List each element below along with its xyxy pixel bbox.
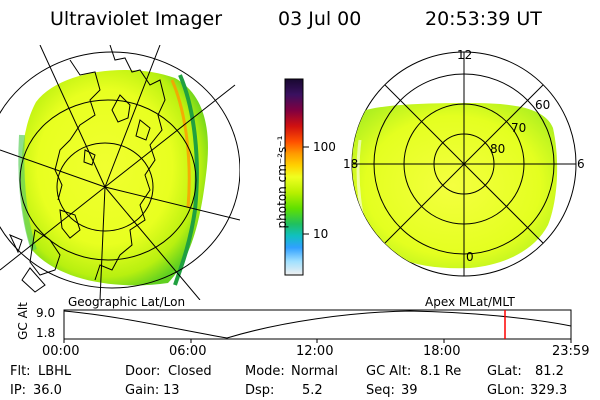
x-tick-0600: 06:00 bbox=[169, 344, 207, 359]
colorbar-gradient bbox=[284, 78, 304, 276]
dsp-label: Dsp: bbox=[245, 383, 275, 398]
dsp-value: 5.2 bbox=[302, 383, 323, 398]
altitude-curve bbox=[63, 310, 572, 339]
altitude-ymin: 1.8 bbox=[36, 326, 56, 340]
mlt-label-12: 12 bbox=[457, 48, 473, 62]
x-tick-0000: 00:00 bbox=[42, 344, 80, 359]
lat-label-60: 60 bbox=[535, 98, 551, 112]
seq-value: 39 bbox=[401, 383, 418, 398]
right-map-caption: Apex MLat/MLT bbox=[425, 295, 515, 309]
mlt-label-18: 18 bbox=[343, 157, 359, 171]
mlt-label-6: 6 bbox=[577, 157, 585, 171]
colorbar-unit-label: photon cm⁻²s⁻¹ bbox=[275, 135, 289, 229]
colorbar bbox=[284, 78, 309, 276]
mode-value: Normal bbox=[291, 364, 339, 379]
flt-label: Flt: bbox=[10, 364, 31, 379]
x-tick-1800: 18:00 bbox=[423, 344, 461, 359]
gcalt-label: GC Alt: bbox=[366, 364, 412, 379]
left-aurora-fill bbox=[20, 70, 208, 286]
glat-label: GLat: bbox=[487, 364, 522, 379]
glon-value: 329.3 bbox=[530, 383, 568, 398]
glat-value: 81.2 bbox=[535, 364, 564, 379]
x-tick-1200: 12:00 bbox=[296, 344, 334, 359]
door-label: Door: bbox=[125, 364, 161, 379]
mode-label: Mode: bbox=[245, 364, 285, 379]
gain-label: Gain: bbox=[125, 383, 160, 398]
gain-value: 13 bbox=[163, 383, 180, 398]
ip-value: 36.0 bbox=[33, 383, 62, 398]
left-geographic-map bbox=[0, 45, 240, 300]
right-magnetic-map bbox=[351, 51, 577, 277]
altitude-ylabel: GC Alt bbox=[16, 302, 30, 340]
altitude-plot bbox=[63, 309, 572, 343]
image-date: 03 Jul 00 bbox=[278, 8, 362, 30]
mlt-label-0: 0 bbox=[466, 250, 474, 264]
x-tick-2359: 23:59 bbox=[552, 344, 590, 359]
colorbar-tick-10: 10 bbox=[313, 227, 329, 241]
seq-label: Seq: bbox=[366, 383, 395, 398]
left-map-caption: Geographic Lat/Lon bbox=[68, 295, 186, 309]
colorbar-tick-100: 100 bbox=[313, 140, 336, 154]
door-value: Closed bbox=[168, 364, 212, 379]
lat-label-70: 70 bbox=[511, 121, 527, 135]
gcalt-value: 8.1 Re bbox=[420, 364, 462, 379]
lat-label-80: 80 bbox=[490, 142, 506, 156]
altitude-ymax: 9.0 bbox=[36, 306, 56, 320]
flt-value: LBHL bbox=[38, 364, 72, 379]
ip-label: IP: bbox=[10, 383, 27, 398]
image-time: 20:53:39 UT bbox=[425, 8, 542, 30]
instrument-title: Ultraviolet Imager bbox=[50, 8, 223, 30]
glon-label: GLon: bbox=[487, 383, 525, 398]
